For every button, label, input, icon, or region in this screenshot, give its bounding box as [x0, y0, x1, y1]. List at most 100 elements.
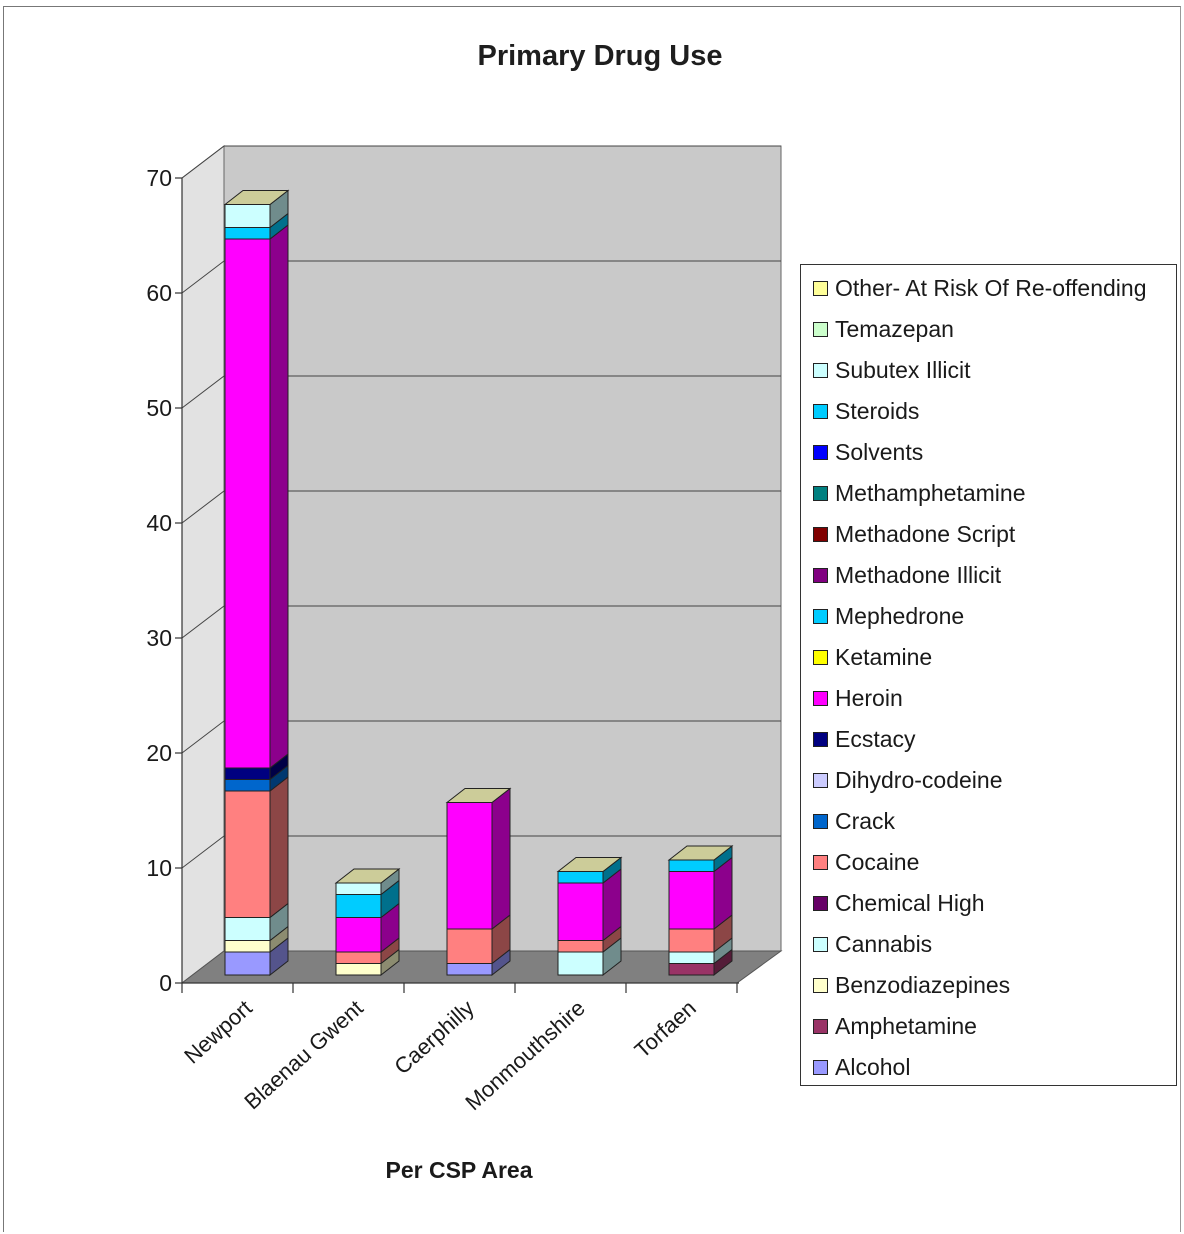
legend-label: Subutex Illicit	[835, 356, 971, 383]
bar-top	[445, 788, 512, 803]
side-wall	[181, 144, 225, 985]
bar-segment	[224, 936, 289, 977]
bar-side	[269, 223, 289, 770]
bar-front	[335, 963, 382, 976]
bar-front	[335, 951, 382, 964]
bar-front	[224, 227, 271, 240]
legend-swatch	[813, 526, 828, 542]
legend-item: Ketamine	[813, 640, 932, 674]
legend-swatch	[813, 854, 828, 870]
legend-label: Cocaine	[835, 848, 920, 875]
x-tick-label: Torfaen	[630, 995, 701, 1063]
bar-front	[557, 871, 604, 884]
bar-front	[335, 894, 382, 918]
bar-segment	[557, 936, 622, 977]
legend-swatch	[813, 1018, 828, 1034]
bar-segment	[668, 913, 733, 954]
bar-top	[667, 845, 734, 861]
bar-front	[668, 951, 715, 964]
legend-label: Dihydro-codeine	[835, 766, 1003, 793]
bar-segment	[668, 856, 733, 931]
legend-item: Benzodiazepines	[813, 968, 1010, 1002]
legend-label: Cannabis	[835, 930, 933, 957]
legend-label: Ecstacy	[835, 725, 916, 752]
legend-item: Dihydro-codeine	[813, 763, 1002, 797]
bar-front	[224, 204, 271, 228]
bar-front	[557, 882, 604, 941]
bar-top	[334, 868, 401, 884]
legend-swatch	[813, 977, 828, 993]
y-tick-label: 0	[159, 970, 172, 996]
bar-segment	[446, 913, 511, 965]
legend-label: Methadone Illicit	[835, 561, 1002, 588]
legend-label: Methadone Script	[835, 520, 1016, 547]
y-tick-label: 70	[146, 165, 172, 191]
bar-front	[446, 928, 493, 964]
gridline-side	[181, 835, 225, 869]
legend-label: Amphetamine	[835, 1012, 977, 1039]
legend-swatch	[813, 895, 828, 911]
bar-segment	[667, 844, 734, 873]
legend-item: Cocaine	[813, 845, 919, 879]
legend-item: Methamphetamine	[813, 476, 1026, 510]
legend-item: Mephedrone	[813, 599, 964, 633]
legend-item: Temazepan	[813, 312, 954, 346]
bar-front	[335, 882, 382, 895]
bar-front	[224, 767, 271, 780]
bar-front	[668, 928, 715, 953]
legend-item: Ecstacy	[813, 722, 916, 756]
legend-item: Methadone Illicit	[813, 558, 1001, 592]
x-axis-title: Per CSP Area	[385, 1157, 532, 1183]
legend-swatch	[813, 690, 828, 706]
bar-segment	[556, 856, 623, 885]
y-tick-label: 40	[146, 510, 172, 536]
bar-segment	[334, 867, 401, 896]
legend-item: Solvents	[813, 435, 923, 469]
legend: Other- At Risk Of Re-offending Temazepan S…	[800, 264, 1177, 1086]
bar-side	[269, 775, 289, 919]
gridlines	[181, 145, 781, 869]
bar-front	[668, 871, 715, 930]
legend-swatch	[813, 444, 828, 460]
bar-front	[557, 951, 604, 976]
legend-swatch	[813, 1059, 828, 1075]
x-tick-label: Monmouthshire	[460, 995, 589, 1115]
chart-frame	[3, 6, 1181, 1232]
bars	[223, 189, 734, 977]
y-tick-label: 10	[146, 855, 172, 881]
legend-swatch	[813, 649, 828, 665]
legend-swatch	[813, 280, 828, 296]
bar-top	[223, 190, 290, 205]
x-tick-label: Blaenau Gwent	[239, 995, 368, 1114]
y-tick-label: 30	[146, 625, 172, 651]
bar-segment	[224, 902, 289, 942]
legend-label: Temazepan	[835, 315, 954, 342]
bar-segment	[224, 223, 289, 770]
legend-label: Mephedrone	[835, 602, 965, 629]
legend-item: Crack	[813, 804, 895, 838]
gridline-side	[181, 260, 225, 294]
legend-swatch	[813, 608, 828, 624]
y-tick-label: 60	[146, 280, 172, 306]
legend-item: Heroin	[813, 681, 903, 715]
y-tick-label: 50	[146, 395, 172, 421]
legend-item: Other- At Risk Of Re-offending	[813, 271, 1147, 305]
bar-front	[446, 802, 493, 930]
legend-label: Crack	[835, 807, 896, 834]
legend-label: Methamphetamine	[835, 479, 1026, 506]
bar-side	[491, 787, 511, 931]
x-tick-label: Newport	[179, 995, 257, 1068]
bar-front	[668, 859, 715, 872]
bar-segment	[335, 879, 400, 919]
legend-item: Cannabis	[813, 927, 932, 961]
legend-item: Methadone Script	[813, 517, 1015, 551]
legend-label: Steroids	[835, 397, 920, 424]
gridline-side	[181, 375, 225, 409]
legend-swatch	[813, 772, 828, 788]
bar-segment	[223, 189, 290, 229]
gridline-side	[181, 605, 225, 639]
bar-front	[224, 238, 271, 769]
legend-swatch	[813, 485, 828, 501]
